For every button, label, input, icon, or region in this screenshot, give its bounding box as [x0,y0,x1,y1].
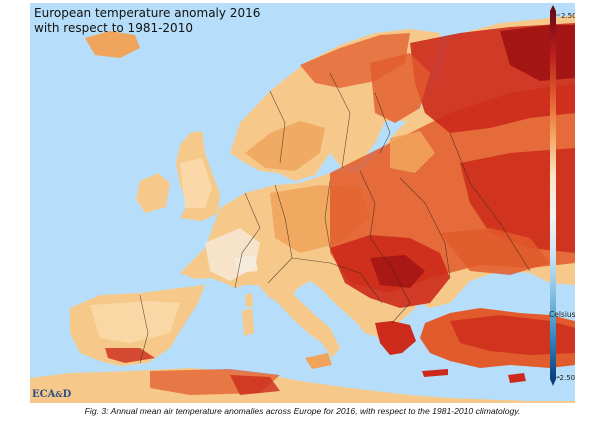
eca-d-logo: ECA&D [32,389,72,400]
land-cyprus [508,373,526,383]
anomaly-britain-mild [180,158,212,208]
land-sicily [305,353,332,369]
land-italy [260,281,340,358]
anomaly-ukraine-hot [440,228,550,275]
color-scale-min-label: -2.50 [557,374,575,382]
anomaly-baltics [390,131,435,173]
anomaly-scandinavia-south [245,121,325,171]
land-corsica [245,293,253,307]
anomaly-finland [370,53,430,123]
anomaly-zones [90,23,575,395]
color-scale-unit-label: Celsius [549,310,575,319]
temperature-anomaly-map: European temperature anomaly 2016 with r… [30,3,575,403]
color-scale-max-label: 2.50 [561,12,575,20]
anomaly-anatolia-very-hot [450,315,575,355]
anomaly-africa-very-hot [230,375,280,395]
country-borders [139,72,531,364]
color-scale: 2.50 -2.50 Celsius [549,5,575,386]
color-scale-bar [550,11,556,379]
anomaly-balkan-extreme [370,255,425,288]
anomaly-russia-extreme [500,25,575,81]
logo-text-part-1: ECA [32,389,56,400]
color-scale-bottom-arrow [550,379,556,386]
land-sardinia [242,308,254,336]
anomaly-iberia-mild [90,301,180,343]
logo-text-part-3: D [63,389,72,400]
logo-text-part-2: & [55,389,63,399]
land-ireland [136,173,170,213]
anomaly-russia-east-very-hot [460,148,575,253]
anomaly-iberia-south [105,348,155,363]
land-greece [375,321,416,355]
land-crete [422,369,448,377]
figure-caption: Fig. 3: Annual mean air temperature anom… [84,406,521,416]
color-scale-top-arrow [550,5,556,11]
map-canvas: European temperature anomaly 2016 with r… [30,3,575,403]
land-iceland [85,31,140,58]
logo-text: ECA&D [32,389,72,400]
map-title-line-1: European temperature anomaly 2016 [34,6,260,20]
map-title-line-2: with respect to 1981-2010 [34,21,193,35]
